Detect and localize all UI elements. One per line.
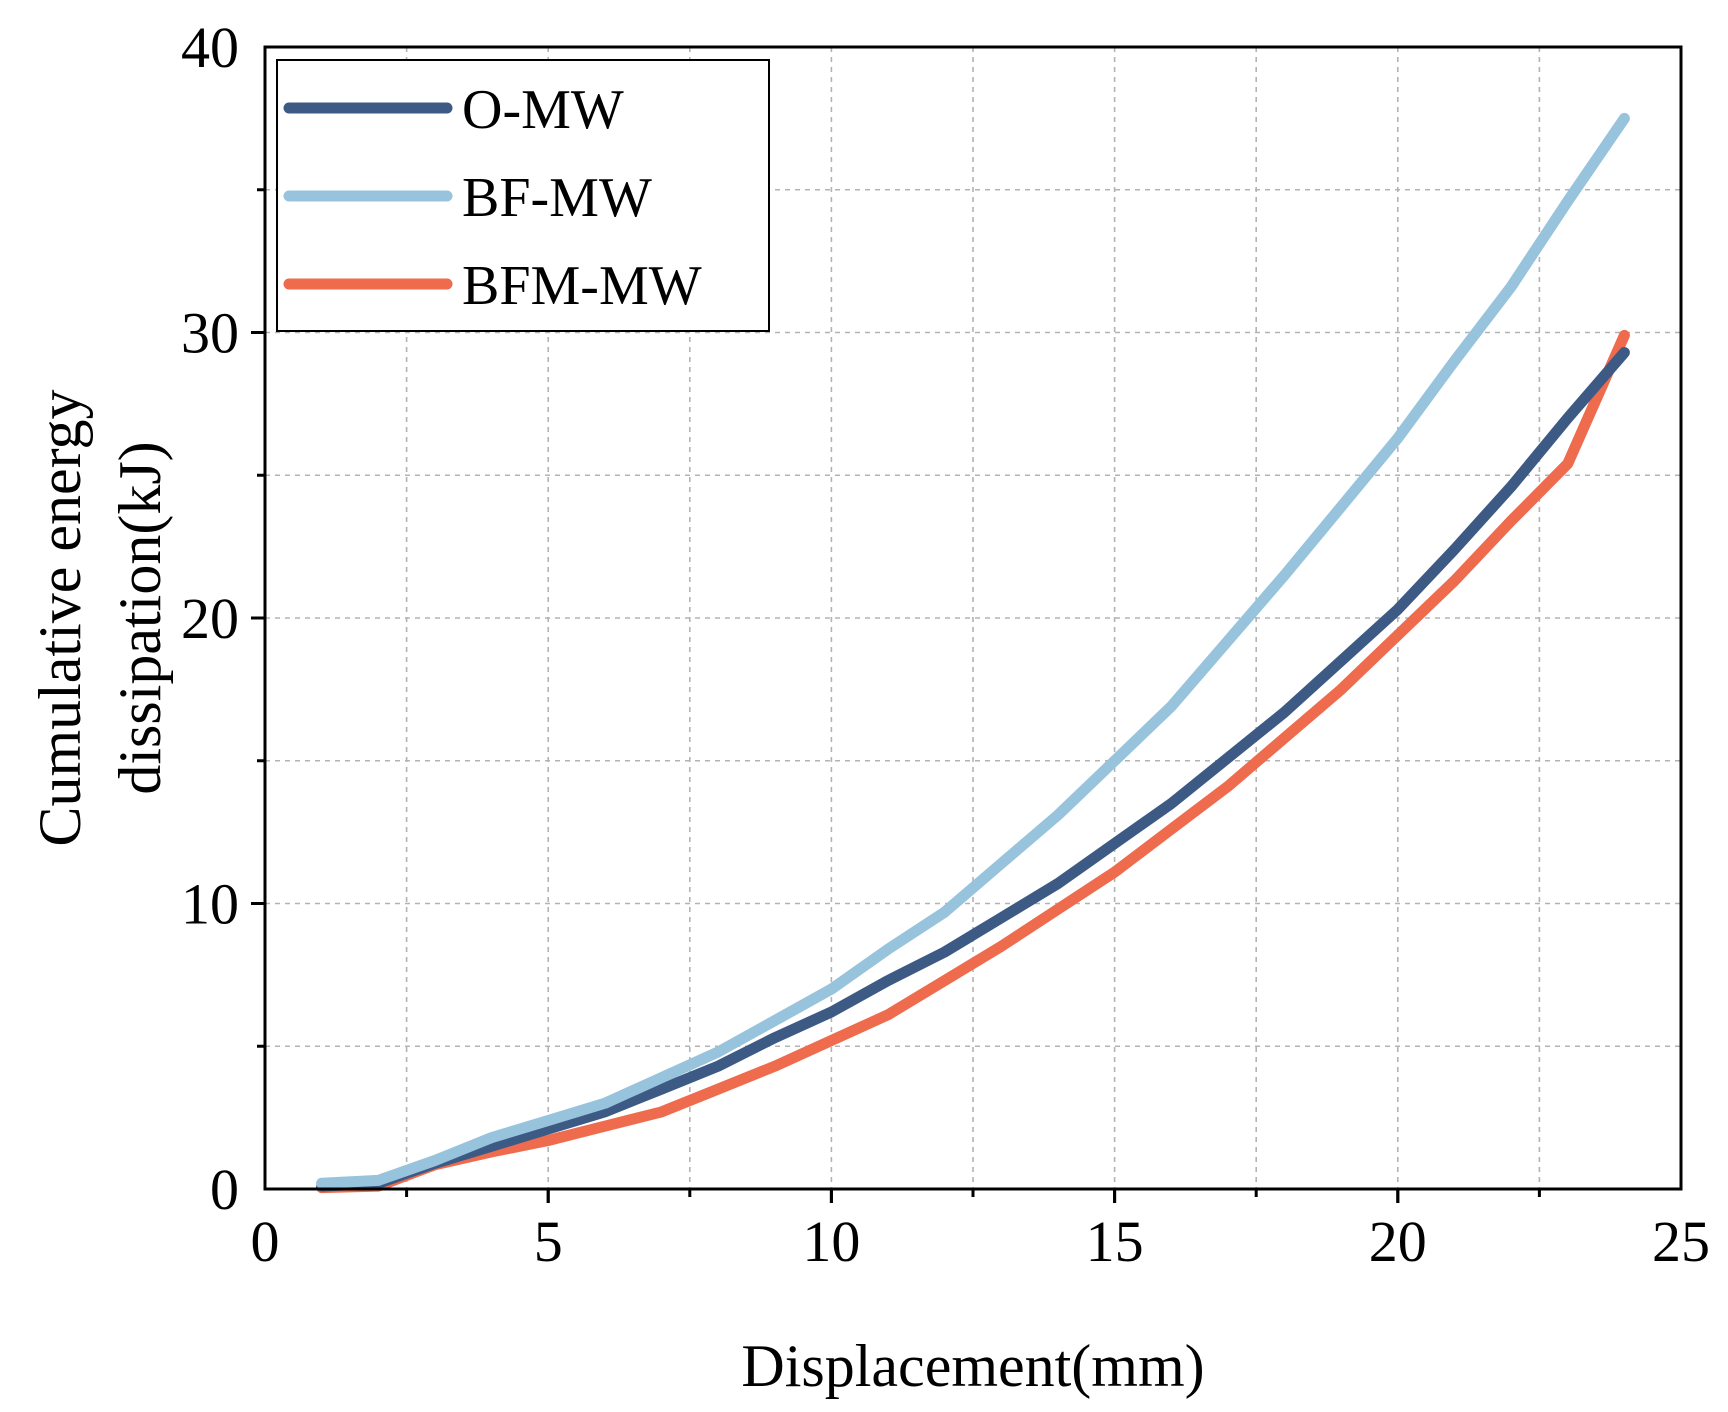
legend-label: O-MW [462, 79, 624, 141]
x-tick-label: 10 [802, 1209, 860, 1274]
plot-series [316, 112, 1630, 1194]
axis-ticks: 0 5 10 15 20 25 0 10 20 30 40 [181, 15, 1710, 1274]
y-tick-label: 30 [181, 301, 239, 366]
y-tick-label: 20 [181, 586, 239, 651]
x-tick-label: 15 [1086, 1209, 1144, 1274]
y-tick-label: 0 [210, 1157, 239, 1222]
x-tick-label: 25 [1652, 1209, 1710, 1274]
y-tick-label: 10 [181, 872, 239, 937]
legend-label: BF-MW [462, 167, 652, 229]
y-axis-title-line-2: dissipation(kJ) [107, 441, 173, 794]
y-tick-label: 40 [181, 15, 239, 80]
series-line-bf-mw [316, 112, 1630, 1189]
x-tick-label: 5 [534, 1209, 563, 1274]
legend: O-MW BF-MW BFM-MW [276, 59, 770, 332]
series-line-o-mw [316, 347, 1630, 1192]
x-tick-label: 20 [1369, 1209, 1427, 1274]
x-axis-title: Displacement(mm) [741, 1333, 1204, 1399]
legend-label: BFM-MW [462, 255, 702, 317]
x-tick-label: 0 [251, 1209, 280, 1274]
series-line-bfm-mw [316, 329, 1630, 1194]
y-axis-title-line-1: Cumulative energy [27, 389, 93, 846]
